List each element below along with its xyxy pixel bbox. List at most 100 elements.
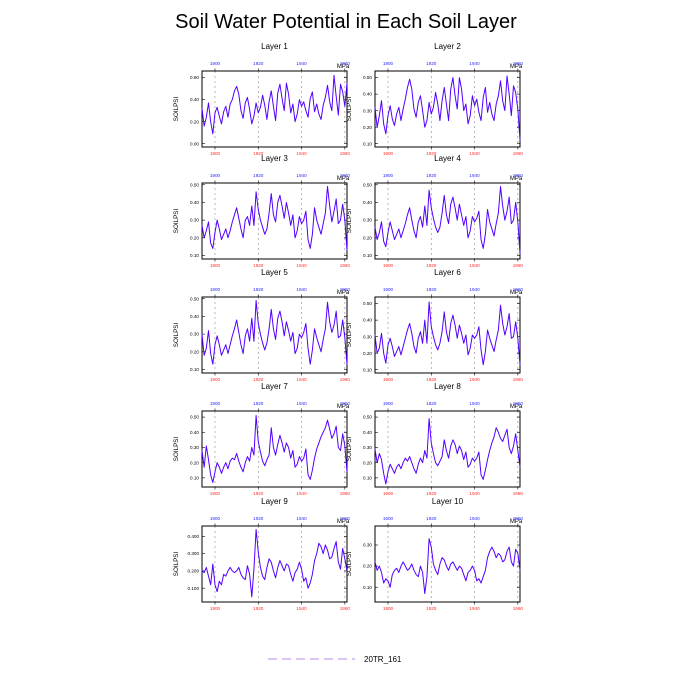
y-tick-label: 0.20 [190,460,199,465]
top-x-tick-label: 1940 [469,401,480,406]
bottom-x-tick-label: 1900 [210,263,221,268]
top-x-tick-label: 1940 [469,173,480,178]
bottom-x-tick-label: 1960 [340,263,351,268]
y-tick-label: 0.40 [363,430,372,435]
bottom-x-tick-label: 1900 [383,606,394,611]
unit-label: MPa [337,404,350,410]
panel-title: Layer 4 [434,154,461,163]
bottom-x-tick-label: 1940 [469,491,480,496]
series-line [374,75,521,141]
unit-label: MPa [337,176,350,182]
y-tick-label: 0.50 [190,415,199,420]
top-x-tick-label: 1920 [253,516,264,521]
top-x-tick-label: 1920 [253,173,264,178]
y-tick-label: 0.50 [363,75,372,80]
top-x-tick-label: 1960 [340,516,351,521]
y-tick-label: 0.40 [363,200,372,205]
top-x-tick-label: 1900 [383,287,394,292]
top-x-tick-label: 1940 [469,287,480,292]
y-axis-label: SOILPSI [173,97,180,122]
bottom-x-tick-label: 1920 [426,263,437,268]
unit-label: MPa [510,176,523,182]
y-axis-label: SOILPSI [346,97,353,122]
y-tick-label: 0.20 [363,125,372,130]
top-x-tick-label: 1920 [426,516,437,521]
bottom-x-tick-label: 1960 [513,151,524,156]
panel-title: Layer 2 [434,42,461,51]
y-tick-label: 0.20 [190,349,199,354]
bottom-x-tick-label: 1940 [296,491,307,496]
y-axis-label: SOILPSI [173,437,180,462]
y-tick-label: 0.20 [363,460,372,465]
top-x-tick-label: 1920 [426,401,437,406]
unit-label: MPa [510,404,523,410]
unit-label: MPa [337,519,350,525]
y-tick-label: 0.40 [190,314,199,319]
top-x-tick-label: 1900 [210,173,221,178]
series-line [374,186,521,255]
bottom-x-tick-label: 1900 [210,606,221,611]
top-x-tick-label: 1960 [340,401,351,406]
bottom-x-tick-label: 1960 [340,491,351,496]
bottom-x-tick-label: 1940 [469,377,480,382]
bottom-x-tick-label: 1940 [469,263,480,268]
bottom-x-tick-label: 1900 [210,151,221,156]
bottom-x-tick-label: 1920 [253,263,264,268]
bottom-x-tick-label: 1940 [296,377,307,382]
panel-title: Layer 10 [432,497,464,506]
series-line [201,74,348,135]
bottom-x-tick-label: 1960 [513,263,524,268]
top-x-tick-label: 1900 [383,401,394,406]
y-tick-label: 0.50 [363,182,372,187]
panel-title: Layer 7 [261,382,288,391]
top-x-tick-label: 1960 [513,173,524,178]
y-tick-label: 0.10 [190,475,199,480]
top-x-tick-label: 1960 [513,61,524,66]
y-tick-label: 0.400 [188,534,200,539]
legend-label: 20TR_161 [364,655,402,664]
bottom-x-tick-label: 1900 [383,377,394,382]
series-line [201,300,348,365]
y-tick-label: 0.10 [363,141,372,146]
top-x-tick-label: 1940 [469,516,480,521]
panel-frame [374,182,521,260]
y-tick-label: 0.40 [363,92,372,97]
panel-frame [374,525,521,603]
unit-label: MPa [510,64,523,70]
y-tick-label: 0.40 [190,97,199,102]
y-tick-label: 0.30 [363,543,372,548]
top-x-tick-label: 1940 [296,173,307,178]
bottom-x-tick-label: 1960 [513,377,524,382]
y-tick-label: 0.40 [363,318,372,323]
panel-3: Layer 3 MPa 1900 1900 1920 1920 1940 1940 1960 19… [173,154,350,268]
bottom-x-tick-label: 1960 [340,377,351,382]
panel-title: Layer 1 [261,42,288,51]
panel-title: Layer 3 [261,154,288,163]
top-x-tick-label: 1960 [340,173,351,178]
panel-5: Layer 5 MPa 1900 1900 1920 1920 1940 1940 1960 19… [173,268,350,382]
panel-8: Layer 8 MPa 1900 1900 1920 1920 1940 1940 1960 19… [346,382,523,496]
y-tick-label: 0.30 [363,445,372,450]
chart-legend: 20TR_161 [268,655,402,664]
bottom-x-tick-label: 1900 [383,151,394,156]
top-x-tick-label: 1920 [253,287,264,292]
y-tick-label: 0.60 [190,75,199,80]
chart-title: Soil Water Potential in Each Soil Layer [175,11,517,33]
y-tick-label: 0.30 [363,334,372,339]
bottom-x-tick-label: 1940 [296,606,307,611]
panel-4: Layer 4 MPa 1900 1900 1920 1920 1940 1940 1960 19… [346,154,523,268]
panel-title: Layer 9 [261,497,288,506]
bottom-x-tick-label: 1940 [296,263,307,268]
top-x-tick-label: 1900 [210,61,221,66]
bottom-x-tick-label: 1920 [253,606,264,611]
y-tick-label: 0.30 [190,218,199,223]
panel-frame [201,182,348,260]
bottom-x-tick-label: 1900 [383,491,394,496]
top-x-tick-label: 1960 [513,287,524,292]
top-x-tick-label: 1960 [513,516,524,521]
y-axis-label: SOILPSI [346,323,353,348]
top-x-tick-label: 1900 [383,173,394,178]
bottom-x-tick-label: 1960 [513,491,524,496]
bottom-x-tick-label: 1920 [253,377,264,382]
